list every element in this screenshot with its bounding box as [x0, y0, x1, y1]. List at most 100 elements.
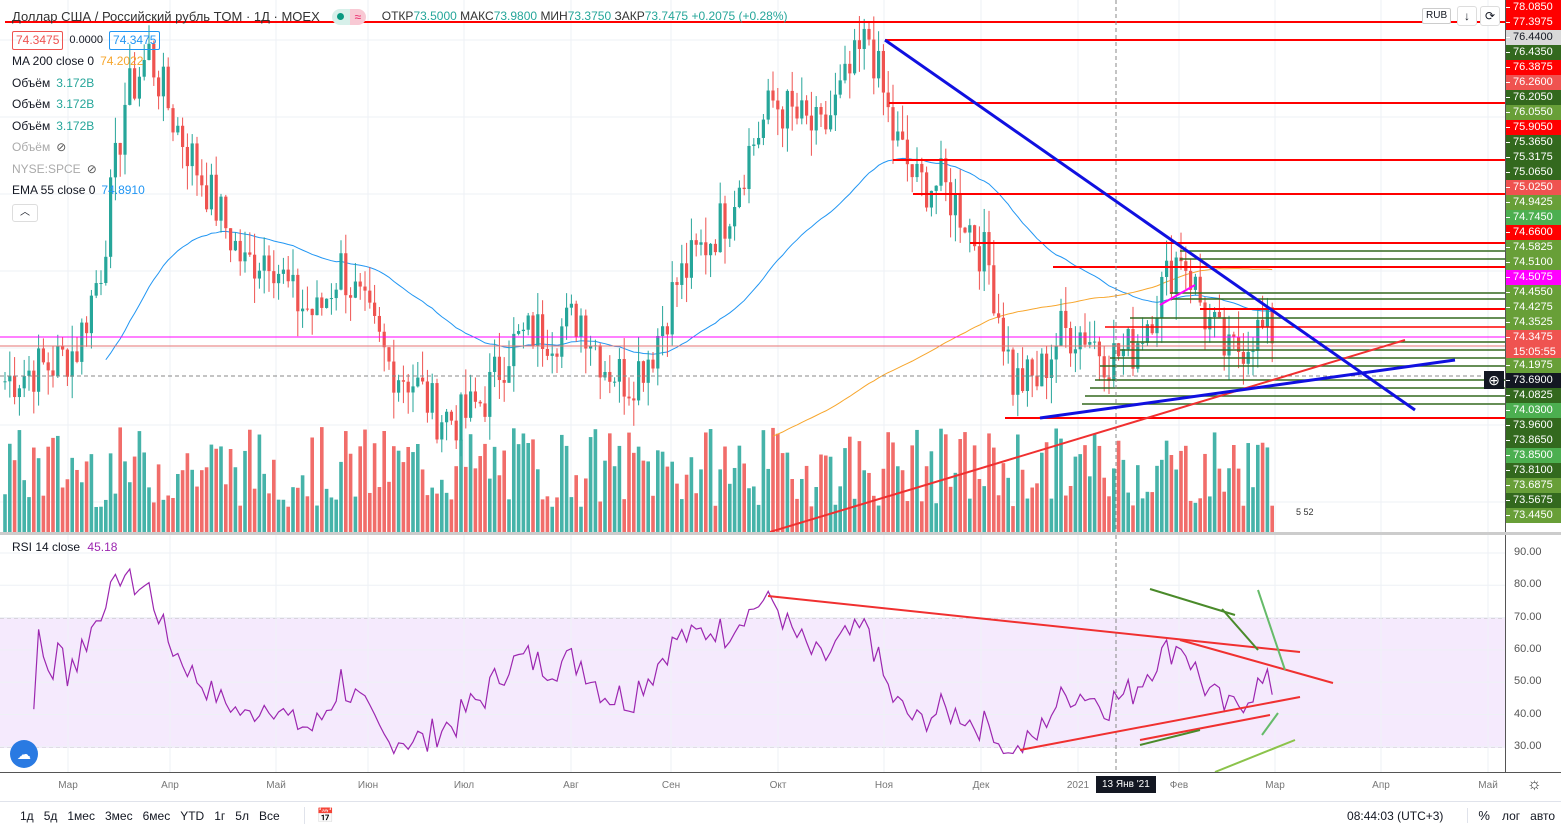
candle [622, 358, 626, 397]
indicator-row[interactable]: EMA 55 close 0 74.8910 [12, 180, 788, 202]
price-chart-pane[interactable] [0, 0, 1505, 532]
time-axis[interactable]: Мар Апр Май Июн Июл Авг Сен Окт Ноя Дек 2021 Фев Мар… [0, 772, 1561, 798]
candle [94, 283, 98, 296]
candle [1198, 276, 1202, 303]
settings-gear-icon[interactable]: ☼ [1527, 776, 1542, 793]
high-value: 73.9800 [493, 9, 538, 23]
ask-price-box[interactable]: 74.3475 [109, 30, 161, 50]
indicator-row[interactable]: Объём 3.172B [12, 73, 788, 95]
volume-bar [440, 479, 444, 532]
indicator-row[interactable]: MA 200 close 0 74.2022 [12, 51, 788, 73]
candle [171, 108, 175, 133]
range-7[interactable]: 5л [235, 808, 249, 823]
price-label: 75.3650 [1506, 135, 1561, 150]
volume-bar [396, 450, 401, 532]
candle [368, 290, 372, 303]
candle [526, 315, 530, 330]
spread-value: 0.0000 [69, 33, 104, 46]
candle [416, 377, 420, 387]
tradingview-logo[interactable]: ☁ [10, 740, 38, 768]
indicator-row[interactable]: Объём 3.172B [12, 116, 788, 138]
volume-bar [128, 482, 132, 532]
volume-bar [718, 469, 722, 532]
rsi-axis[interactable]: 90.00 80.00 70.00 60.00 50.00 40.00 30.00 [1505, 535, 1561, 772]
volume-bar [987, 433, 991, 532]
range-1[interactable]: 5д [43, 808, 58, 823]
candle [598, 345, 602, 378]
volume-bar [497, 475, 502, 532]
rsi-tick: 60.00 [1514, 642, 1542, 655]
range-6[interactable]: 1г [214, 808, 226, 823]
volume-bar [646, 461, 650, 532]
reset-chart-button[interactable]: ⟳ [1480, 6, 1500, 26]
time-tick: Май [1478, 780, 1498, 791]
candle [209, 174, 213, 210]
candle [469, 391, 473, 418]
range-5[interactable]: YTD [180, 808, 205, 823]
candle [1030, 359, 1034, 376]
auto-scale-toggle[interactable]: авто [1530, 808, 1555, 823]
indicator-row[interactable]: NYSE:SPCE ⊘ [12, 159, 788, 181]
volume-bar [1030, 487, 1034, 532]
range-2[interactable]: 1мес [67, 808, 95, 823]
volume-bar [1092, 434, 1097, 532]
clock[interactable]: 08:44:03 (UTC+3) [1347, 808, 1444, 823]
candle [670, 282, 674, 335]
price-label: 76.4400 [1506, 30, 1561, 45]
volume-bar [819, 454, 823, 532]
volume-bar [944, 434, 948, 532]
indicator-name: Объём [12, 140, 51, 154]
volume-bar [41, 495, 46, 532]
range-4[interactable]: 6мес [142, 808, 171, 823]
range-3[interactable]: 3мес [104, 808, 133, 823]
price-label: 74.3475 15:05:55 [1506, 330, 1561, 358]
indicator-name: EMA 55 close 0 [12, 183, 96, 197]
indicator-name: Объём [12, 75, 51, 90]
candle [910, 164, 914, 178]
close-label: ЗАКР [614, 9, 645, 23]
hidden-eye-icon[interactable]: ⊘ [86, 161, 97, 176]
volume-bar [1054, 428, 1058, 532]
currency-badge[interactable]: RUB [1422, 8, 1452, 24]
candle [1045, 353, 1049, 378]
symbol-title[interactable]: Доллар США / Российский рубль TOM · 1Д ·… [12, 9, 320, 24]
candle [574, 303, 578, 338]
volume-bar [584, 478, 588, 532]
candle [646, 359, 650, 383]
bid-price-box[interactable]: 74.3475 [12, 30, 64, 50]
crosshair-add-icon[interactable]: ⊕ [1484, 371, 1504, 389]
volume-bar [176, 473, 180, 532]
date-range-icon[interactable]: 📅 [303, 807, 334, 824]
candle [262, 255, 266, 271]
indicator-row[interactable]: Объём 3.172B [12, 94, 788, 116]
candle [248, 252, 252, 255]
rsi-chart[interactable] [0, 535, 1505, 772]
percent-scale-toggle[interactable]: % [1467, 808, 1490, 823]
candle [963, 227, 967, 233]
candle [358, 281, 362, 287]
candle [824, 114, 828, 130]
candle [1021, 368, 1025, 392]
rsi-pane[interactable]: RSI 14 close 45.18 ☁ [0, 535, 1505, 772]
range-0[interactable]: 1д [20, 808, 34, 823]
log-scale-toggle[interactable]: лог [1501, 808, 1521, 823]
range-8[interactable]: Все [258, 808, 280, 823]
candle [41, 348, 45, 363]
candle [200, 175, 204, 186]
indicator-row[interactable]: Объём ⊘ [12, 137, 788, 159]
scroll-to-latest-button[interactable]: ↓ [1457, 6, 1477, 26]
candle [185, 146, 189, 167]
price-axis[interactable]: 78.0850 77.3975 76.4400 76.4350 76.3875 76.26… [1505, 0, 1561, 532]
candle [344, 253, 348, 296]
candle [958, 194, 962, 228]
hidden-eye-icon[interactable]: ⊘ [56, 140, 67, 154]
collapse-legend-button[interactable]: ︿ [12, 203, 38, 222]
volume-bar [1068, 485, 1073, 532]
candle [1126, 328, 1130, 350]
price-label: 75.0250 [1506, 180, 1561, 195]
volume-bar [728, 483, 732, 532]
candle [747, 145, 751, 190]
candle [214, 174, 218, 221]
volume-bar [435, 493, 439, 532]
candlestick-chart[interactable] [0, 0, 1505, 532]
